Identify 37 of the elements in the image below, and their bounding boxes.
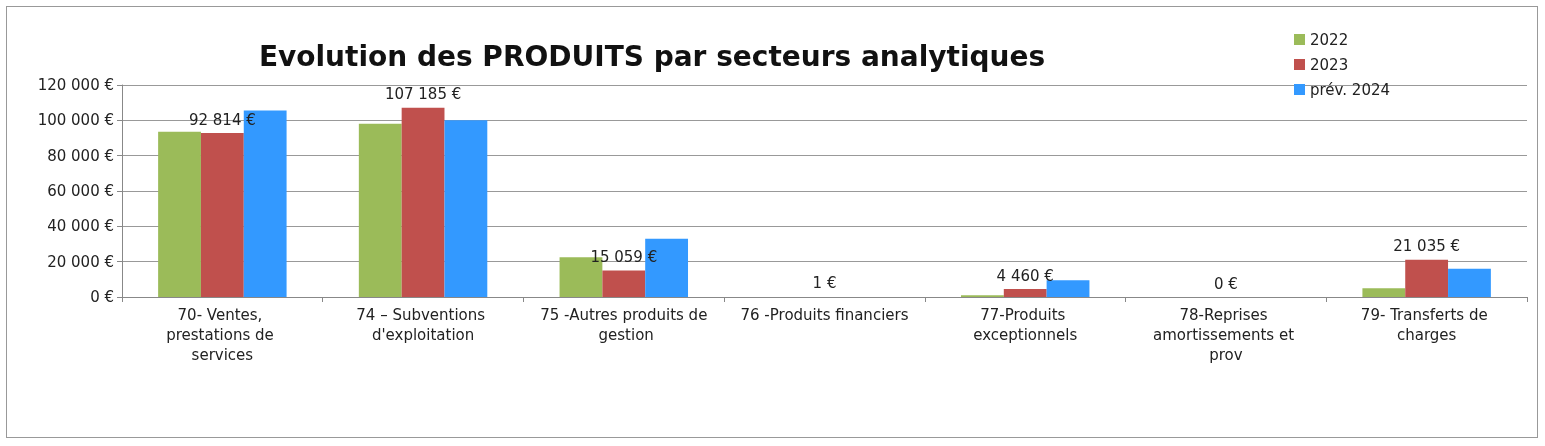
y-tick-label: 0 € (90, 288, 114, 306)
data-label: 107 185 € (384, 85, 462, 104)
bar (1003, 289, 1047, 297)
legend-label: 2022 (1310, 30, 1349, 49)
y-tick-label: 80 000 € (47, 146, 114, 165)
x-tick-label: 76 -Produits financiers (740, 306, 909, 324)
data-label: 0 € (1214, 274, 1238, 293)
bar (1448, 268, 1491, 297)
legend-label: prév. 2024 (1310, 80, 1391, 99)
y-tick-label: 120 000 € (37, 76, 114, 94)
bar (645, 238, 689, 297)
data-label: 4 460 € (996, 266, 1054, 285)
x-tick-label: 74 – Subventions d'exploitation (356, 306, 490, 344)
bar (1405, 259, 1449, 297)
bar (200, 133, 244, 297)
bar (1362, 288, 1406, 297)
x-tick-label: 79- Transferts de charges (1360, 306, 1493, 344)
data-label: 21 035 € (1393, 237, 1461, 256)
x-tick-label: 77-Produits exceptionnels (973, 306, 1078, 344)
y-tick-label: 40 000 € (47, 217, 114, 236)
data-label: 92 814 € (188, 110, 256, 129)
y-tick-label: 60 000 € (47, 182, 114, 200)
bar (1046, 280, 1090, 297)
bar (401, 107, 445, 297)
y-tick-label: 20 000 € (47, 252, 114, 271)
bar (444, 120, 488, 297)
legend-label: 2023 (1310, 55, 1349, 74)
x-tick-label: 75 -Autres produits de gestion (540, 306, 708, 344)
bar (243, 110, 287, 297)
x-tick-label: 78-Reprises amortissements et prov (1153, 306, 1299, 364)
y-tick-label: 100 000 € (37, 111, 114, 130)
bar (358, 123, 402, 297)
x-tick-label: 70- Ventes, prestations de services (166, 306, 279, 364)
chart-title: Evolution des PRODUITS par secteurs analytiques (258, 39, 1046, 73)
bar (158, 131, 201, 297)
data-label: 1 € (812, 274, 837, 293)
bar (602, 270, 646, 297)
